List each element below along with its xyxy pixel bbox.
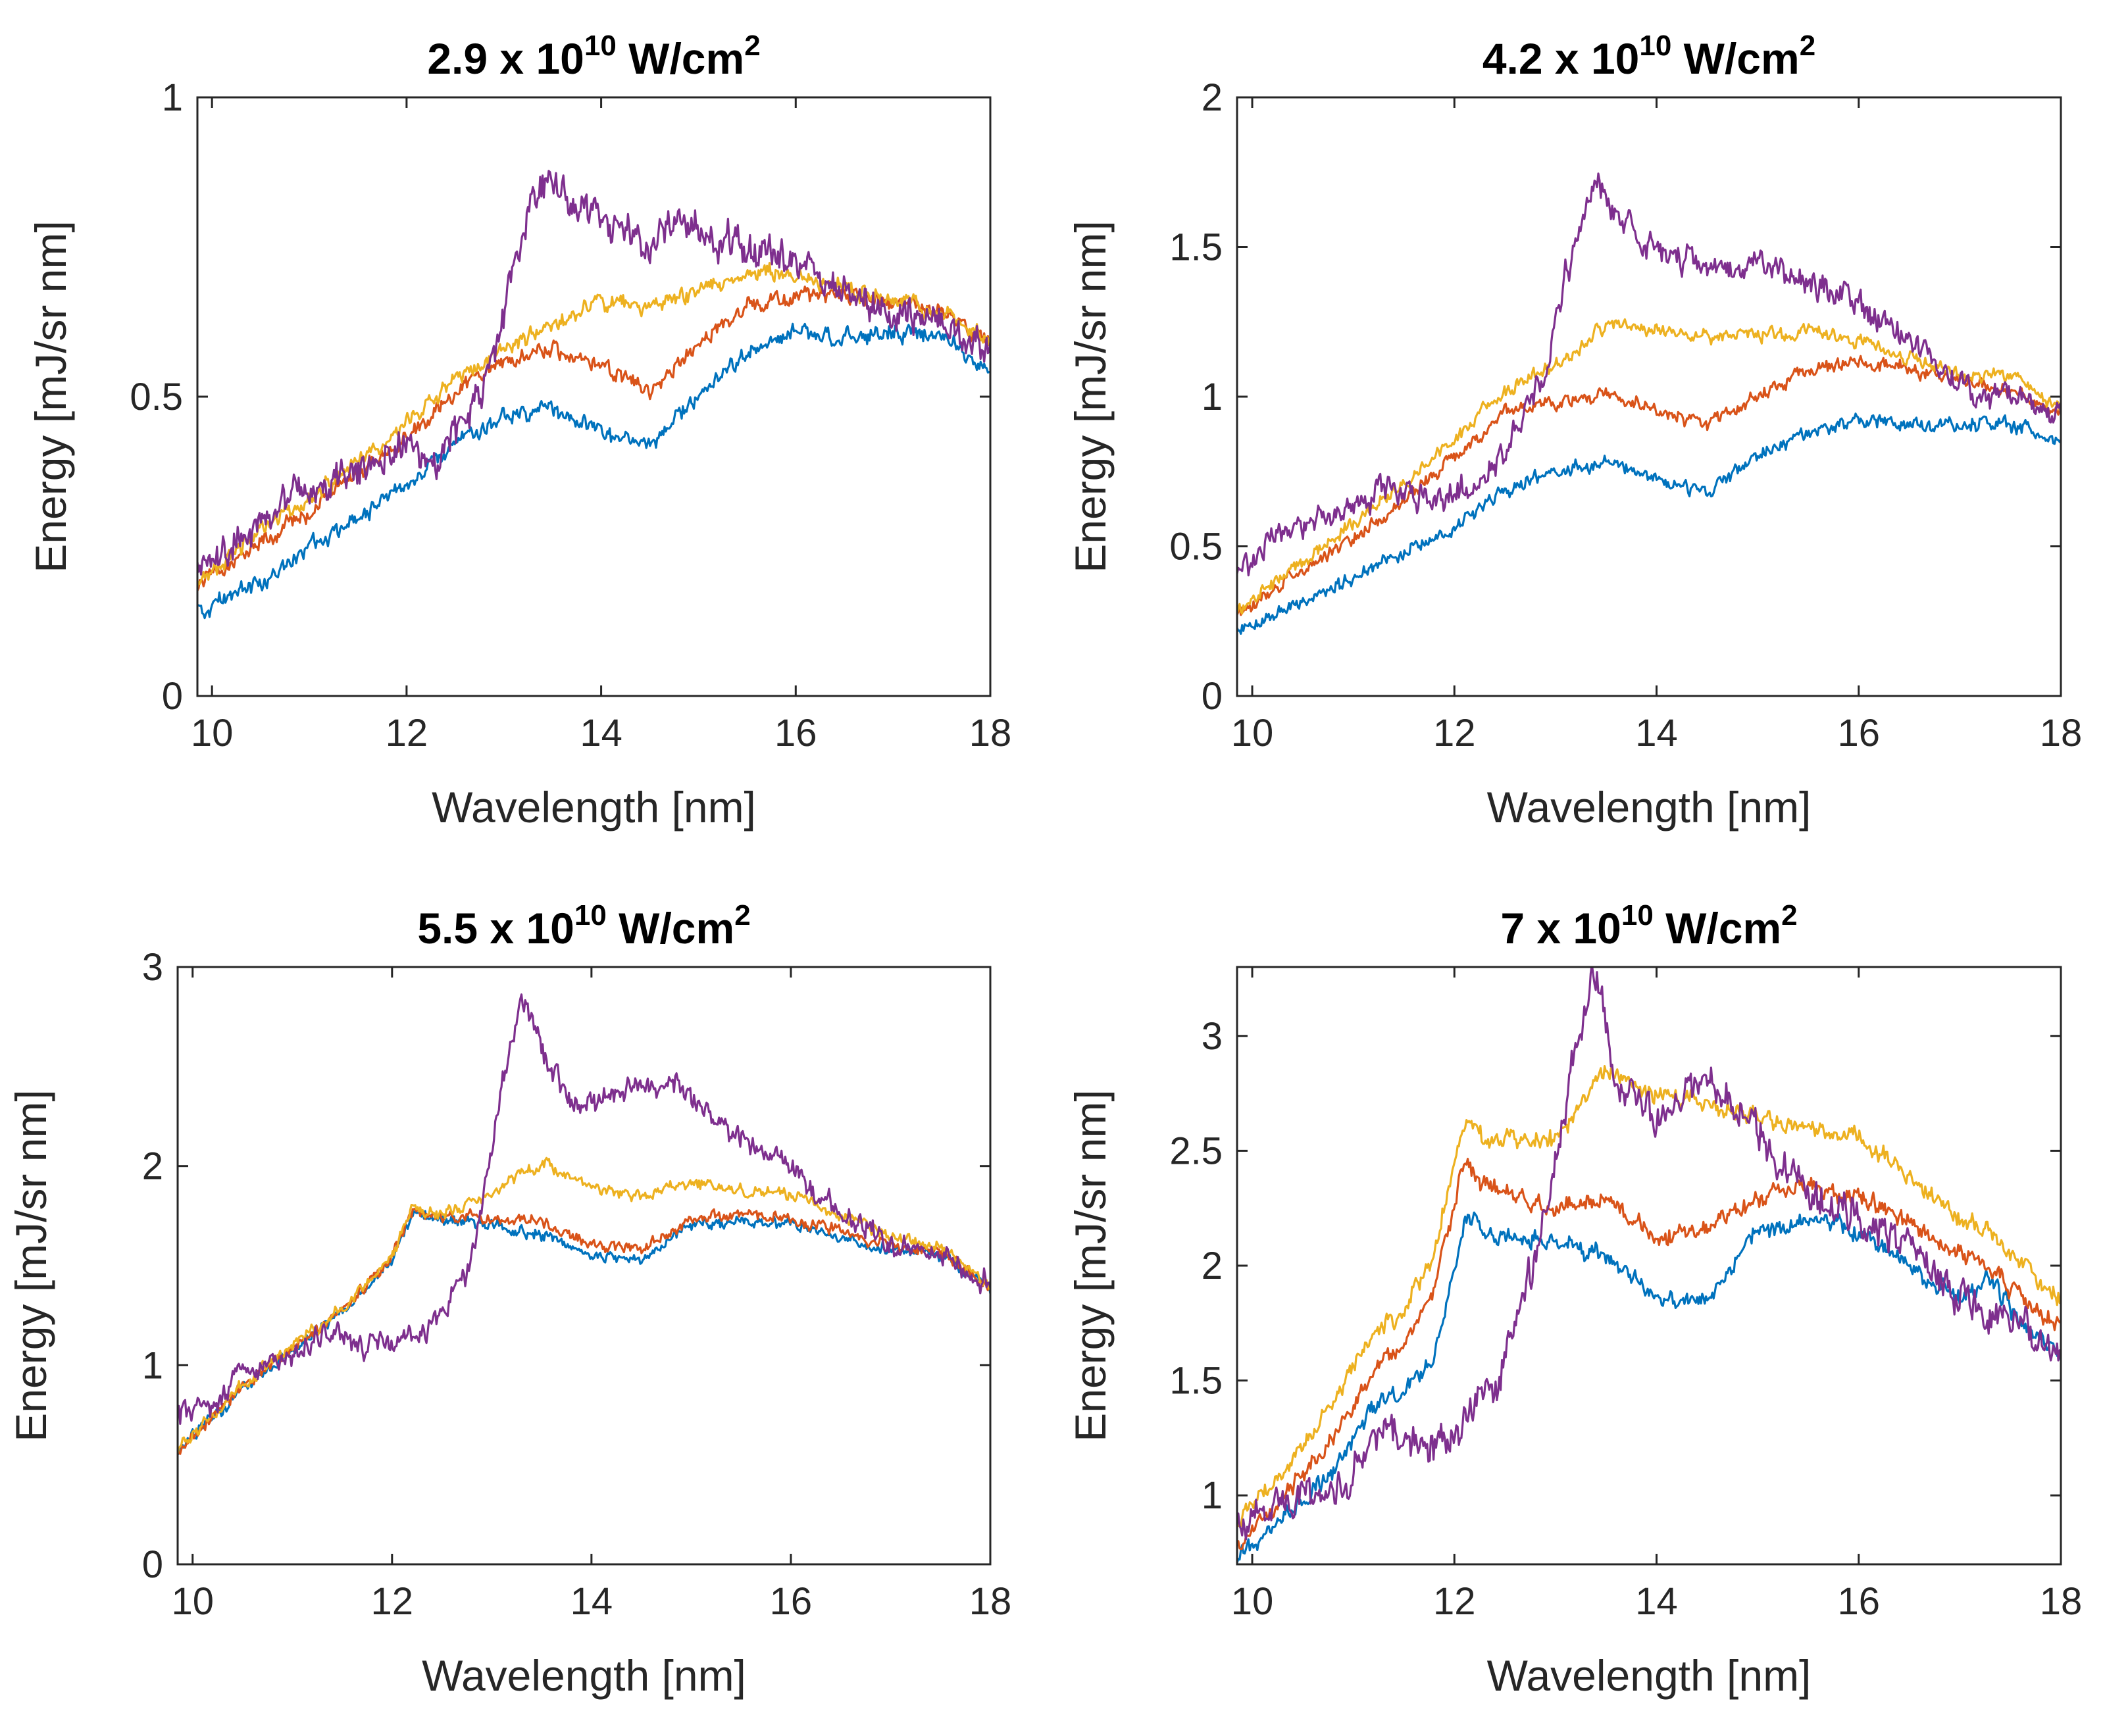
x-tick-label: 18 — [2040, 1580, 2083, 1623]
series-blue — [1237, 412, 2061, 635]
panel-title: 7 x 1010 W/cm2 — [1500, 899, 1797, 953]
series-group — [1237, 967, 2061, 1564]
x-tick-label: 10 — [1231, 1580, 1274, 1623]
y-tick-label: 0 — [162, 675, 183, 718]
title-unit-exponent: 2 — [734, 899, 750, 931]
title-exponent: 10 — [1639, 30, 1671, 62]
series-purple — [178, 993, 990, 1425]
series-purple — [1237, 967, 2061, 1541]
panel-title: 5.5 x 1010 W/cm2 — [417, 899, 750, 953]
x-tick-label: 16 — [774, 712, 817, 755]
x-tick-label: 16 — [770, 1580, 813, 1623]
x-axis-label: Wavelength [nm] — [1487, 783, 1812, 831]
title-base: 7 x 10 — [1500, 904, 1621, 953]
y-tick-label: 2 — [1202, 1245, 1223, 1287]
x-tick-label: 12 — [1433, 1580, 1476, 1623]
y-axis-label: Energy [mJ/sr nm] — [26, 220, 75, 572]
series-group — [197, 170, 990, 620]
series-red — [1237, 355, 2061, 616]
title-unit: W/cm — [607, 904, 734, 953]
x-tick-label: 14 — [1635, 712, 1678, 755]
x-tick-label: 14 — [580, 712, 622, 755]
title-exponent: 10 — [574, 899, 607, 931]
x-axis-label: Wavelength [nm] — [422, 1651, 746, 1700]
x-tick-label: 16 — [1838, 1580, 1881, 1623]
x-tick-label: 18 — [969, 1580, 1012, 1623]
title-unit: W/cm — [1671, 34, 1799, 83]
x-tick-label: 16 — [1838, 712, 1881, 755]
series-purple — [197, 170, 990, 576]
x-tick-label: 18 — [969, 712, 1012, 755]
y-axis-label: Energy [mJ/sr nm] — [1066, 220, 1115, 572]
x-tick-label: 10 — [1231, 712, 1274, 755]
series-orange — [178, 1156, 990, 1454]
series-purple — [1237, 172, 2061, 577]
axes-box — [1236, 966, 2062, 1566]
panel-title: 4.2 x 1010 W/cm2 — [1482, 30, 1815, 83]
x-tick-label: 14 — [1635, 1580, 1678, 1623]
title-unit-exponent: 2 — [1800, 30, 1815, 62]
x-tick-label: 12 — [371, 1580, 414, 1623]
y-axis-label: Energy [mJ/sr nm] — [1066, 1089, 1115, 1441]
y-tick-label: 0.5 — [130, 376, 183, 418]
series-blue — [1237, 1211, 2061, 1564]
x-tick-label: 12 — [386, 712, 428, 755]
title-unit: W/cm — [1654, 904, 1781, 953]
y-tick-label: 1.5 — [1169, 226, 1223, 269]
series-blue — [197, 322, 990, 620]
y-tick-label: 3 — [1202, 1015, 1223, 1058]
title-exponent: 10 — [1621, 899, 1654, 931]
y-tick-label: 1.5 — [1169, 1360, 1223, 1402]
y-tick-label: 0 — [142, 1543, 163, 1586]
y-tick-label: 1 — [142, 1344, 163, 1387]
title-base: 4.2 x 10 — [1482, 34, 1640, 83]
series-group — [178, 993, 990, 1456]
x-tick-label: 10 — [171, 1580, 214, 1623]
title-unit-exponent: 2 — [744, 30, 760, 62]
title-base: 2.9 x 10 — [427, 34, 584, 83]
title-unit: W/cm — [617, 34, 744, 83]
panel-2: 10 12 14 16 18 0 0.5 1 1.5 2 Wavelength [nm] Energy… — [1066, 30, 2082, 831]
title-exponent: 10 — [584, 30, 617, 62]
series-group — [1237, 172, 2061, 635]
y-tick-label: 0 — [1202, 675, 1223, 718]
axes-box — [196, 96, 992, 697]
y-tick-label: 2.5 — [1169, 1129, 1223, 1172]
x-tick-label: 10 — [191, 712, 234, 755]
y-tick-label: 1 — [1202, 1474, 1223, 1517]
y-tick-label: 2 — [1202, 76, 1223, 119]
x-axis-label: Wavelength [nm] — [432, 783, 756, 831]
y-tick-label: 1 — [1202, 376, 1223, 418]
panel-4: 10 12 14 16 18 1 1.5 2 2.5 3 Wavelength [nm] Energy… — [1066, 899, 2082, 1700]
y-axis-label: Energy [mJ/sr nm] — [7, 1089, 55, 1441]
x-tick-label: 12 — [1433, 712, 1476, 755]
axes-box — [176, 966, 992, 1566]
series-red — [178, 1207, 990, 1455]
x-tick-label: 18 — [2040, 712, 2083, 755]
x-tick-label: 14 — [570, 1580, 613, 1623]
panel-1: 10 12 14 16 18 0 0.5 1 Wavelength [nm] Energy [mJ… — [26, 30, 1011, 831]
panel-title: 2.9 x 1010 W/cm2 — [427, 30, 760, 83]
x-axis-label: Wavelength [nm] — [1487, 1651, 1812, 1700]
series-red — [1237, 1157, 2061, 1550]
series-orange — [1237, 318, 2061, 615]
title-unit-exponent: 2 — [1781, 899, 1797, 931]
y-tick-label: 1 — [162, 76, 183, 119]
title-base: 5.5 x 10 — [417, 904, 574, 953]
series-orange — [1237, 1064, 2061, 1527]
y-tick-label: 3 — [142, 946, 163, 989]
axes-box — [1236, 96, 2062, 697]
y-tick-label: 0.5 — [1169, 526, 1223, 568]
y-tick-label: 2 — [142, 1145, 163, 1188]
